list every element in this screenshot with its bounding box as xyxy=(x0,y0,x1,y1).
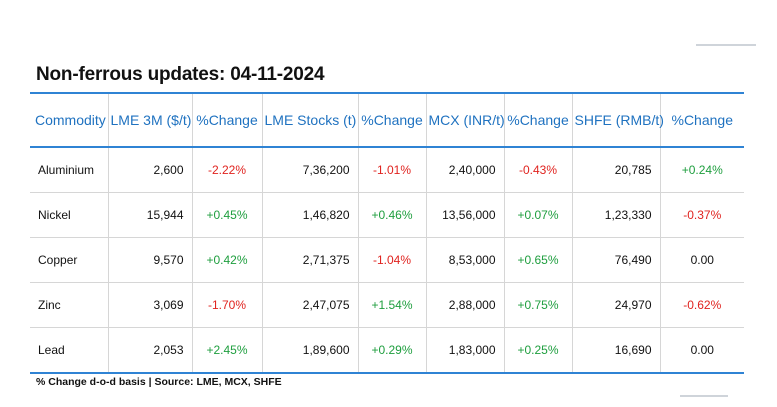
source-footnote: % Change d-o-d basis | Source: LME, MCX,… xyxy=(36,376,282,388)
shfe-change-cell: -0.37% xyxy=(659,192,744,238)
lme-3m-price-cell: 15,944 xyxy=(107,192,192,238)
mcx-price-cell: 2,40,000 xyxy=(425,147,504,193)
shfe-change-cell: -0.62% xyxy=(659,282,744,328)
column-header: %Change xyxy=(191,92,262,148)
lme-stocks-change-cell: +0.46% xyxy=(357,192,426,238)
commodity-name-cell: Copper xyxy=(30,237,108,283)
commodity-name-cell: Nickel xyxy=(30,192,108,238)
column-header: MCX (INR/t) xyxy=(425,92,505,148)
column-header: %Change xyxy=(659,92,744,148)
column-header: %Change xyxy=(503,92,572,148)
table-row: Zinc 3,069 -1.70% 2,47,075 +1.54% 2,88,000 +0.… xyxy=(30,282,744,328)
mcx-change-cell: -0.43% xyxy=(503,147,572,193)
lme-3m-price-cell: 9,570 xyxy=(107,237,192,283)
lme-3m-price-cell: 2,600 xyxy=(107,147,192,193)
column-header: SHFE (RMB/t) xyxy=(571,92,664,148)
lme-3m-price-cell: 2,053 xyxy=(107,327,192,374)
shfe-price-cell: 76,490 xyxy=(571,237,660,283)
table-row: Nickel 15,944 +0.45% 1,46,820 +0.46% 13,56,00… xyxy=(30,192,744,238)
mcx-price-cell: 13,56,000 xyxy=(425,192,504,238)
shfe-price-cell: 16,690 xyxy=(571,327,660,374)
lme-3m-change-cell: +0.45% xyxy=(191,192,262,238)
lme-stocks-change-cell: +1.54% xyxy=(357,282,426,328)
commodity-name-cell: Aluminium xyxy=(30,147,108,193)
column-header: LME 3M ($/t) xyxy=(107,92,192,148)
lme-stocks-change-cell: -1.04% xyxy=(357,237,426,283)
lme-stocks-cell: 2,71,375 xyxy=(261,237,358,283)
column-header: Commodity xyxy=(30,92,108,148)
decorative-dash-bottom xyxy=(680,395,728,397)
lme-3m-change-cell: -2.22% xyxy=(191,147,262,193)
mcx-price-cell: 1,83,000 xyxy=(425,327,504,374)
lme-stocks-cell: 2,47,075 xyxy=(261,282,358,328)
shfe-change-cell: 0.00 xyxy=(659,237,744,283)
column-header: LME Stocks (t) xyxy=(261,92,358,148)
table-row: Lead 2,053 +2.45% 1,89,600 +0.29% 1,83,000 +0.… xyxy=(30,327,744,374)
mcx-price-cell: 2,88,000 xyxy=(425,282,504,328)
lme-stocks-cell: 7,36,200 xyxy=(261,147,358,193)
lme-stocks-cell: 1,89,600 xyxy=(261,327,358,374)
table-row: Aluminium 2,600 -2.22% 7,36,200 -1.01% 2,40,0… xyxy=(30,147,744,193)
mcx-change-cell: +0.07% xyxy=(503,192,572,238)
commodity-name-cell: Zinc xyxy=(30,282,108,328)
lme-3m-price-cell: 3,069 xyxy=(107,282,192,328)
decorative-dash-top xyxy=(696,44,756,46)
lme-stocks-change-cell: -1.01% xyxy=(357,147,426,193)
mcx-change-cell: +0.75% xyxy=(503,282,572,328)
column-header: %Change xyxy=(357,92,426,148)
lme-3m-change-cell: +0.42% xyxy=(191,237,262,283)
table-header-row: Commodity LME 3M ($/t) %Change LME Stock… xyxy=(30,92,744,148)
mcx-change-cell: +0.25% xyxy=(503,327,572,374)
shfe-price-cell: 20,785 xyxy=(571,147,660,193)
mcx-price-cell: 8,53,000 xyxy=(425,237,504,283)
lme-stocks-change-cell: +0.29% xyxy=(357,327,426,374)
table-row: Copper 9,570 +0.42% 2,71,375 -1.04% 8,53,000 +… xyxy=(30,237,744,283)
lme-3m-change-cell: +2.45% xyxy=(191,327,262,374)
mcx-change-cell: +0.65% xyxy=(503,237,572,283)
commodity-name-cell: Lead xyxy=(30,327,108,374)
table-body: Aluminium 2,600 -2.22% 7,36,200 -1.01% 2,40,0… xyxy=(30,147,744,374)
page-title: Non-ferrous updates: 04-11-2024 xyxy=(36,64,325,85)
lme-stocks-cell: 1,46,820 xyxy=(261,192,358,238)
shfe-change-cell: 0.00 xyxy=(659,327,744,374)
shfe-price-cell: 1,23,330 xyxy=(571,192,660,238)
shfe-change-cell: +0.24% xyxy=(659,147,744,193)
shfe-price-cell: 24,970 xyxy=(571,282,660,328)
lme-3m-change-cell: -1.70% xyxy=(191,282,262,328)
commodity-price-table: Commodity LME 3M ($/t) %Change LME Stock… xyxy=(30,92,744,374)
